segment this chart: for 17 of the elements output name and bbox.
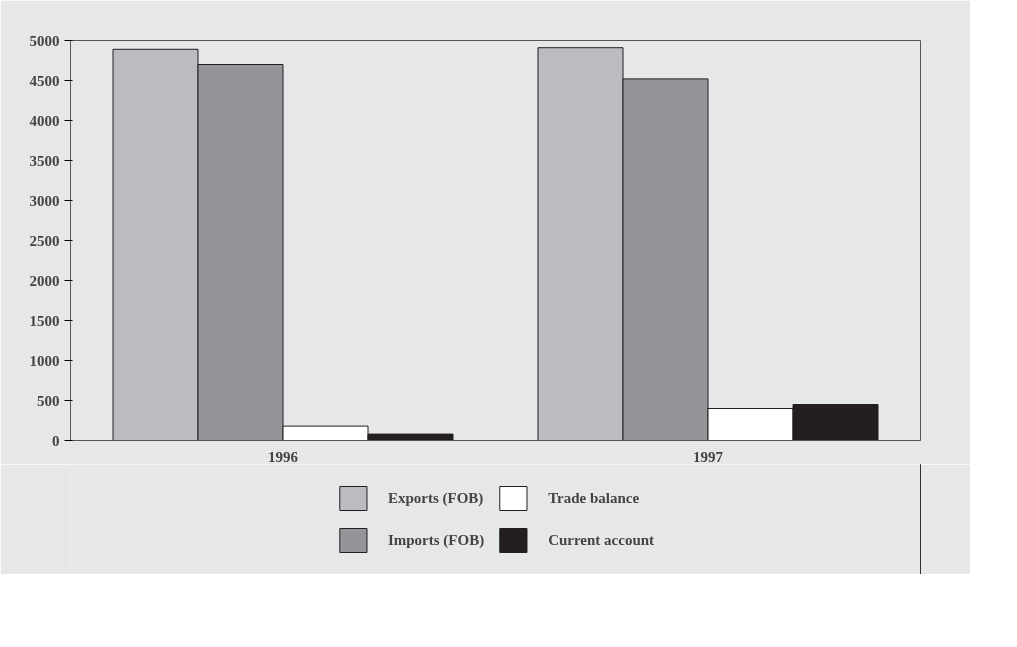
y-tick-label: 3000 [29, 192, 60, 209]
y-tick-label: 3500 [29, 152, 60, 169]
legend-label: Exports (FOB) [387, 489, 484, 507]
legend-label: Trade balance [548, 489, 640, 507]
y-tick-label: 4000 [29, 112, 60, 129]
y-tick-label: 4500 [29, 72, 60, 89]
legend-label: Imports (FOB) [387, 531, 485, 549]
x-tick-label: 1997 [693, 448, 724, 465]
y-tick-label: 1000 [29, 352, 60, 369]
y-tick-label: 2000 [29, 272, 60, 289]
legend-label: Current account [548, 531, 655, 549]
y-tick-label: 1500 [29, 312, 60, 329]
y-tick-label: 2500 [29, 232, 60, 249]
y-tick-label: 0 [52, 432, 60, 449]
y-tick-label: 500 [37, 392, 60, 409]
x-tick-label: 1996 [268, 448, 299, 465]
y-tick-label: 5000 [29, 32, 60, 49]
